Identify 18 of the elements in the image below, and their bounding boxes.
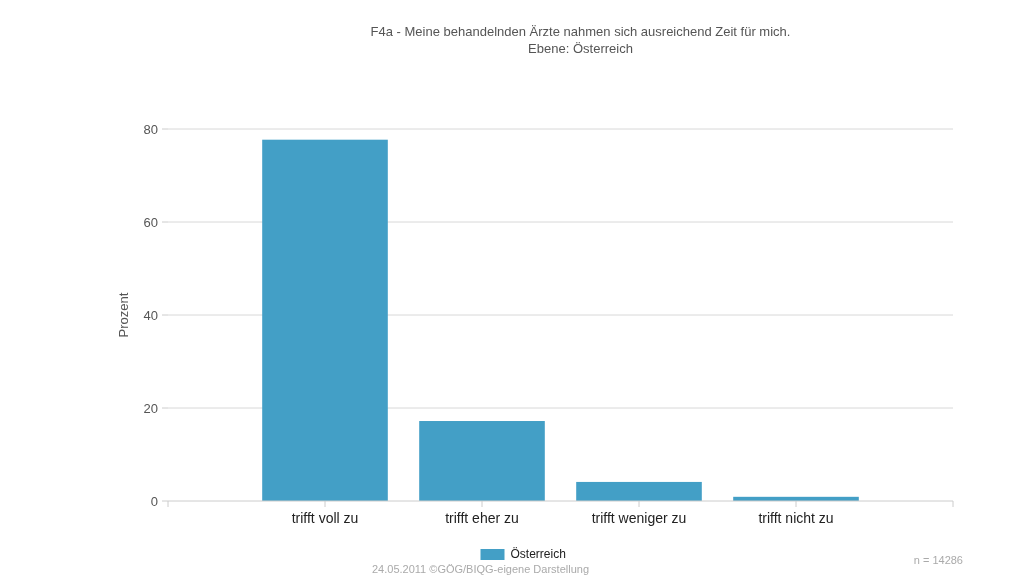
x-tick-label: trifft nicht zu	[758, 510, 834, 526]
y-tick-label: 20	[143, 400, 158, 416]
text: n = 14286	[913, 554, 963, 566]
bar	[419, 421, 545, 501]
bar	[576, 481, 702, 501]
y-tick-label: 80	[143, 121, 158, 137]
x-tick-label: trifft eher zu	[445, 510, 519, 526]
chart-subtitle: Ebene: Österreich	[528, 41, 633, 56]
chart-title: F4a - Meine behandelnden Ärzte nahmen sich ausreichend Zeit für mich.	[370, 24, 791, 39]
y-axis-title: Prozent	[116, 292, 131, 338]
x-tick-label: trifft voll zu	[291, 510, 359, 526]
x-tick-label: trifft weniger zu	[591, 510, 687, 526]
y-tick-label: 40	[143, 307, 158, 323]
bar	[262, 139, 388, 501]
y-tick-label: 60	[143, 214, 158, 230]
legend-label: Österreich	[510, 547, 566, 562]
text: 24.05.2011 ©GÖG/BIQG-eigene Darstellung	[371, 563, 590, 575]
y-tick-label: 0	[150, 493, 158, 509]
